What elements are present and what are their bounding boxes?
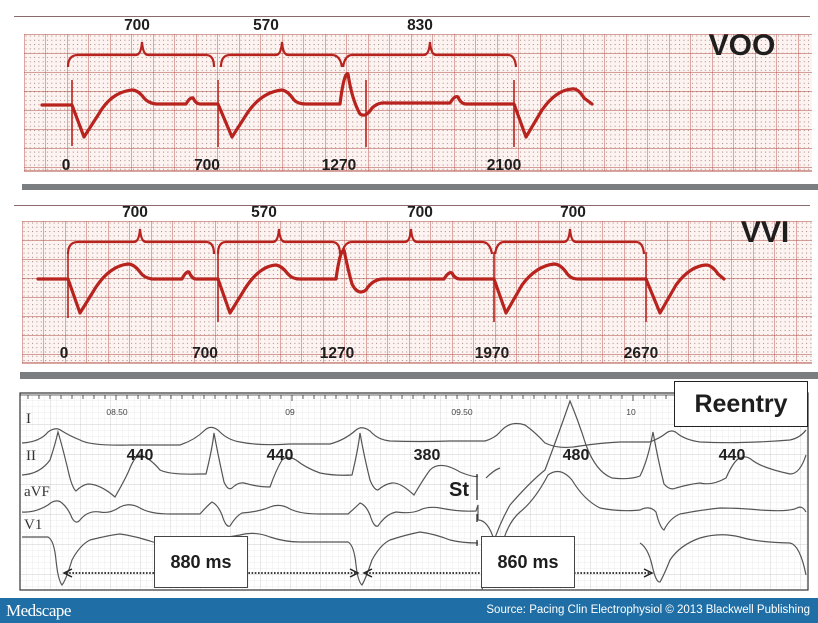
tick-08-50: 08.50 [106, 407, 128, 417]
measurement-860ms-text: 860 ms [497, 551, 559, 572]
reentry-ecg-recording: 08.50 09 09.50 10 I II aVF V1 440 440 38… [19, 392, 809, 591]
vvi-interval-1: 700 [122, 204, 148, 221]
tick-10: 10 [626, 407, 636, 417]
tick-09: 09 [285, 407, 295, 417]
voo-time-700: 700 [194, 157, 220, 174]
voo-interval-braces [66, 41, 518, 68]
vvi-interval-3: 700 [407, 204, 433, 221]
vvi-pacing-spikes [67, 252, 647, 322]
reentry-interval-1: 440 [127, 447, 154, 464]
vvi-ecg-trace [36, 248, 726, 315]
vvi-time-0: 0 [60, 345, 69, 362]
voo-ecg-strip: 700 570 830 0 700 1270 2100 VOO [24, 17, 812, 174]
tick-09-50: 09.50 [451, 407, 473, 417]
vvi-interval-braces [66, 228, 646, 255]
voo-interval-1: 700 [124, 17, 150, 34]
voo-interval-3: 830 [407, 17, 433, 34]
lead-II-trace [21, 399, 807, 591]
voo-pacing-spikes [71, 80, 515, 147]
vvi-shadow [20, 372, 818, 379]
vvi-interval-2: 570 [251, 204, 277, 221]
stimulus-label: St [449, 479, 469, 501]
reentry-interval-3: 380 [414, 447, 441, 464]
lead-aVF-trace [21, 470, 807, 556]
footer-bar: Medscape Source: Pacing Clin Electrophys… [0, 598, 818, 623]
vvi-interval-4: 700 [560, 204, 586, 221]
vvi-ecg-strip: 700 570 700 700 0 700 1270 1970 2670 VVI [22, 204, 812, 364]
reentry-title: Reentry [694, 389, 788, 418]
lead-label-V1: V1 [24, 517, 42, 533]
lead-I-trace [21, 422, 807, 449]
vvi-top-rule [14, 205, 810, 206]
vvi-time-1270: 1270 [320, 345, 354, 362]
reentry-interval-4: 480 [563, 447, 590, 464]
voo-time-1270: 1270 [322, 157, 356, 174]
reentry-title-box: Reentry [674, 381, 808, 427]
voo-time-2100: 2100 [487, 157, 521, 174]
lead-label-I: I [26, 411, 31, 427]
measurement-860ms: 860 ms [481, 536, 575, 588]
lead-V1-trace [22, 531, 807, 586]
vvi-time-2670: 2670 [624, 345, 658, 362]
medscape-logo[interactable]: Medscape [6, 601, 71, 620]
reentry-interval-2: 440 [267, 447, 294, 464]
lead-label-aVF: aVF [24, 484, 50, 500]
voo-title: VOO [709, 29, 776, 62]
source-credit: Source: Pacing Clin Electrophysiol © 201… [486, 604, 810, 616]
lead-label-II: II [26, 448, 36, 464]
voo-top-rule [14, 16, 810, 17]
voo-interval-2: 570 [253, 17, 279, 34]
measurement-880ms: 880 ms [154, 536, 248, 588]
vvi-title: VVI [741, 216, 789, 249]
voo-time-0: 0 [62, 157, 71, 174]
voo-ecg-trace [40, 72, 594, 139]
voo-shadow [22, 184, 818, 190]
vvi-time-1970: 1970 [475, 345, 509, 362]
measurement-880ms-text: 880 ms [170, 551, 232, 572]
reentry-interval-5: 440 [719, 447, 746, 464]
vvi-time-700: 700 [192, 345, 218, 362]
